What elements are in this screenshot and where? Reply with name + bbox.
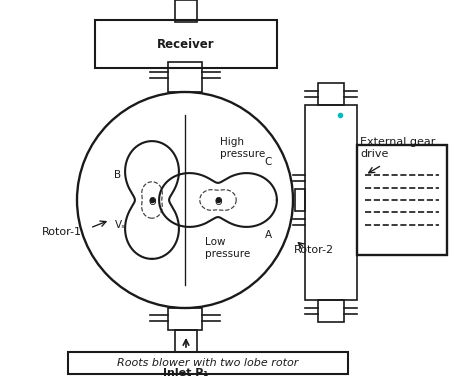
Text: High
pressure: High pressure (220, 137, 265, 159)
Bar (295, 189, 305, 211)
Text: Rotor-2: Rotor-2 (294, 245, 334, 255)
Bar (168, 62, 202, 92)
Text: A: A (264, 230, 272, 240)
Text: Roots blower with two lobe rotor: Roots blower with two lobe rotor (117, 358, 299, 368)
Bar (318, 83, 344, 105)
Bar (168, 308, 202, 330)
Text: O: O (148, 197, 156, 207)
Text: Low
pressure: Low pressure (205, 237, 250, 259)
Text: Receiver: Receiver (157, 37, 215, 51)
Bar (305, 105, 357, 300)
Text: O: O (214, 197, 222, 207)
Bar (318, 300, 344, 322)
Text: B: B (114, 170, 121, 180)
Text: Vₛ: Vₛ (115, 220, 126, 230)
Bar (175, 330, 197, 352)
Text: External gear
drive: External gear drive (360, 137, 436, 159)
Text: Inlet P₁: Inlet P₁ (164, 368, 209, 378)
Text: Rotor-1: Rotor-1 (42, 227, 82, 237)
Bar (357, 145, 447, 255)
Bar (68, 352, 348, 374)
Bar (175, 0, 197, 22)
Text: C: C (264, 157, 272, 167)
Bar (95, 20, 277, 68)
